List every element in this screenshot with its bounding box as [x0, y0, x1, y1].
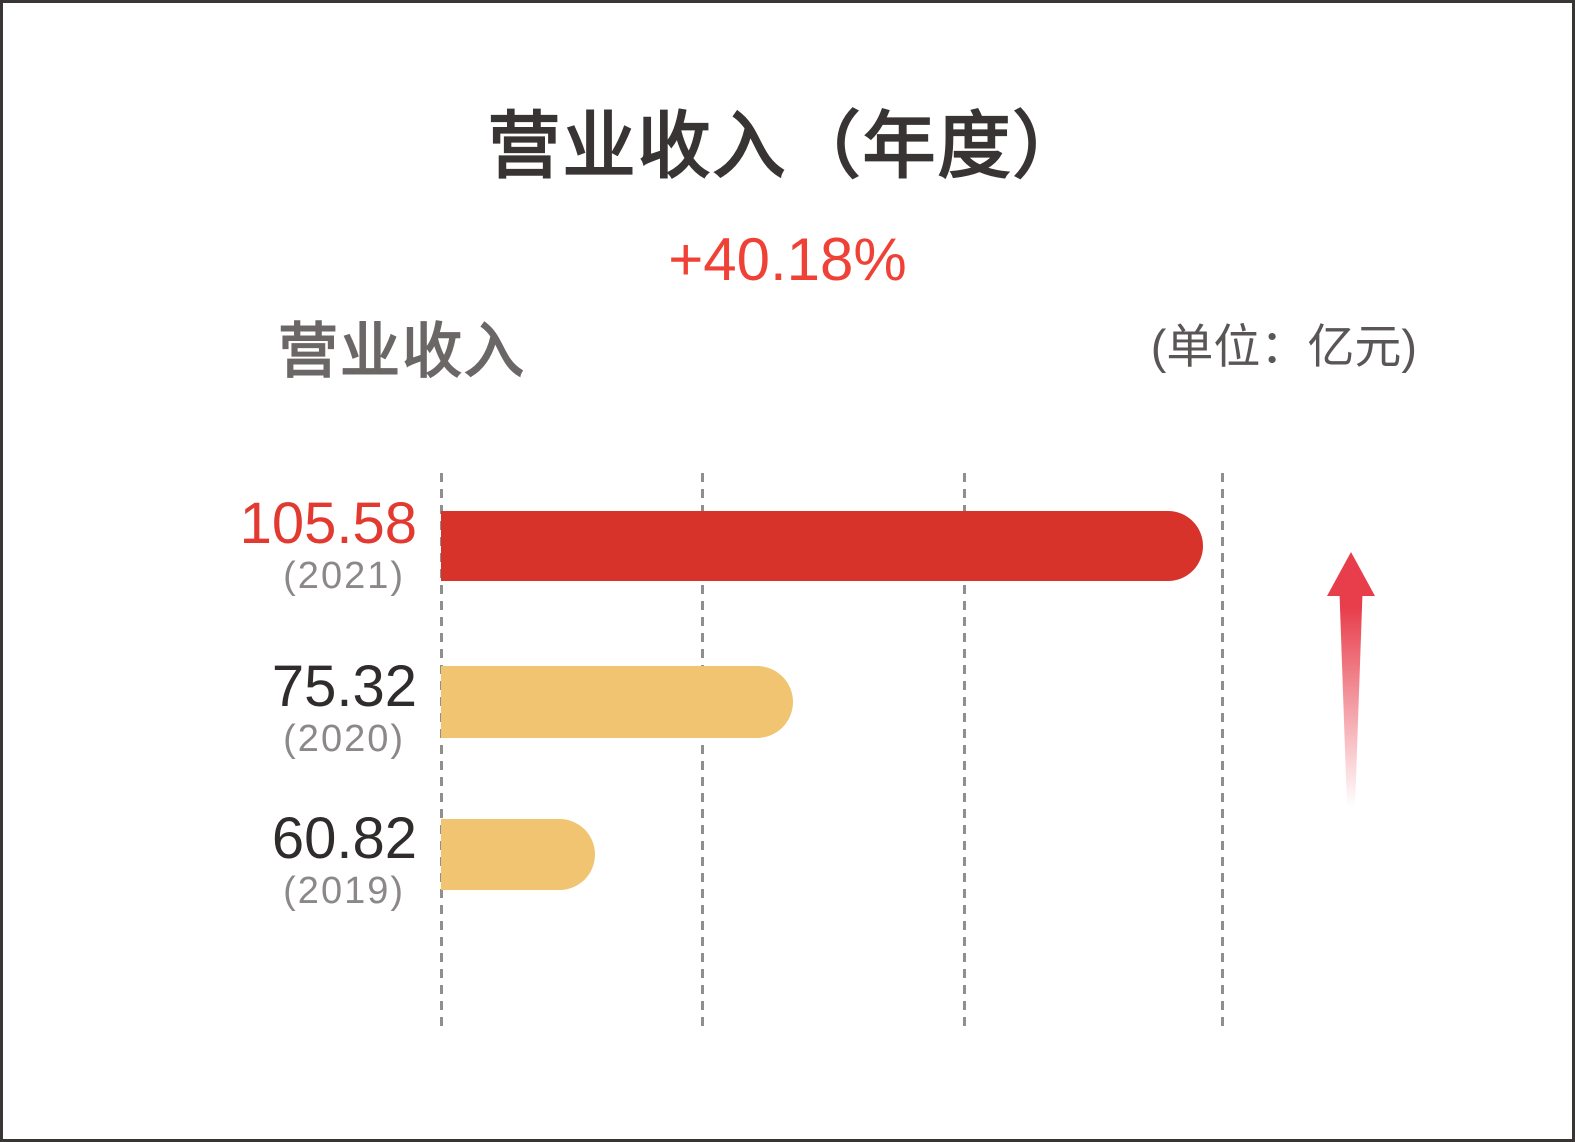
- gridline: [439, 473, 443, 1028]
- value-label-2021: 105.58: [239, 491, 417, 556]
- bar-label-group-2019: 60.82 (2019): [271, 806, 417, 912]
- gridline: [700, 473, 704, 1028]
- bar-label-group-2020: 75.32 (2020): [271, 654, 417, 760]
- value-label-2020: 75.32: [271, 654, 417, 719]
- year-label-2021: (2021): [283, 555, 405, 597]
- series-label: 营业收入: [278, 318, 526, 385]
- gridline: [962, 473, 966, 1028]
- bar-2020: [441, 666, 793, 738]
- bar-2021: [441, 511, 1203, 581]
- bar-label-group-2021: 105.58 (2021): [239, 491, 417, 597]
- year-label-2020: (2020): [283, 718, 405, 760]
- year-label-2019: (2019): [283, 870, 405, 912]
- gridline: [1220, 473, 1224, 1028]
- unit-label: (单位：亿元): [1150, 320, 1417, 373]
- value-label-2019: 60.82: [271, 806, 417, 871]
- bar-2019: [441, 819, 595, 890]
- growth-arrow-icon: [1327, 552, 1375, 807]
- chart-title: 营业收入（年度）: [487, 106, 1088, 187]
- change-percent-label: +40.18%: [668, 226, 907, 293]
